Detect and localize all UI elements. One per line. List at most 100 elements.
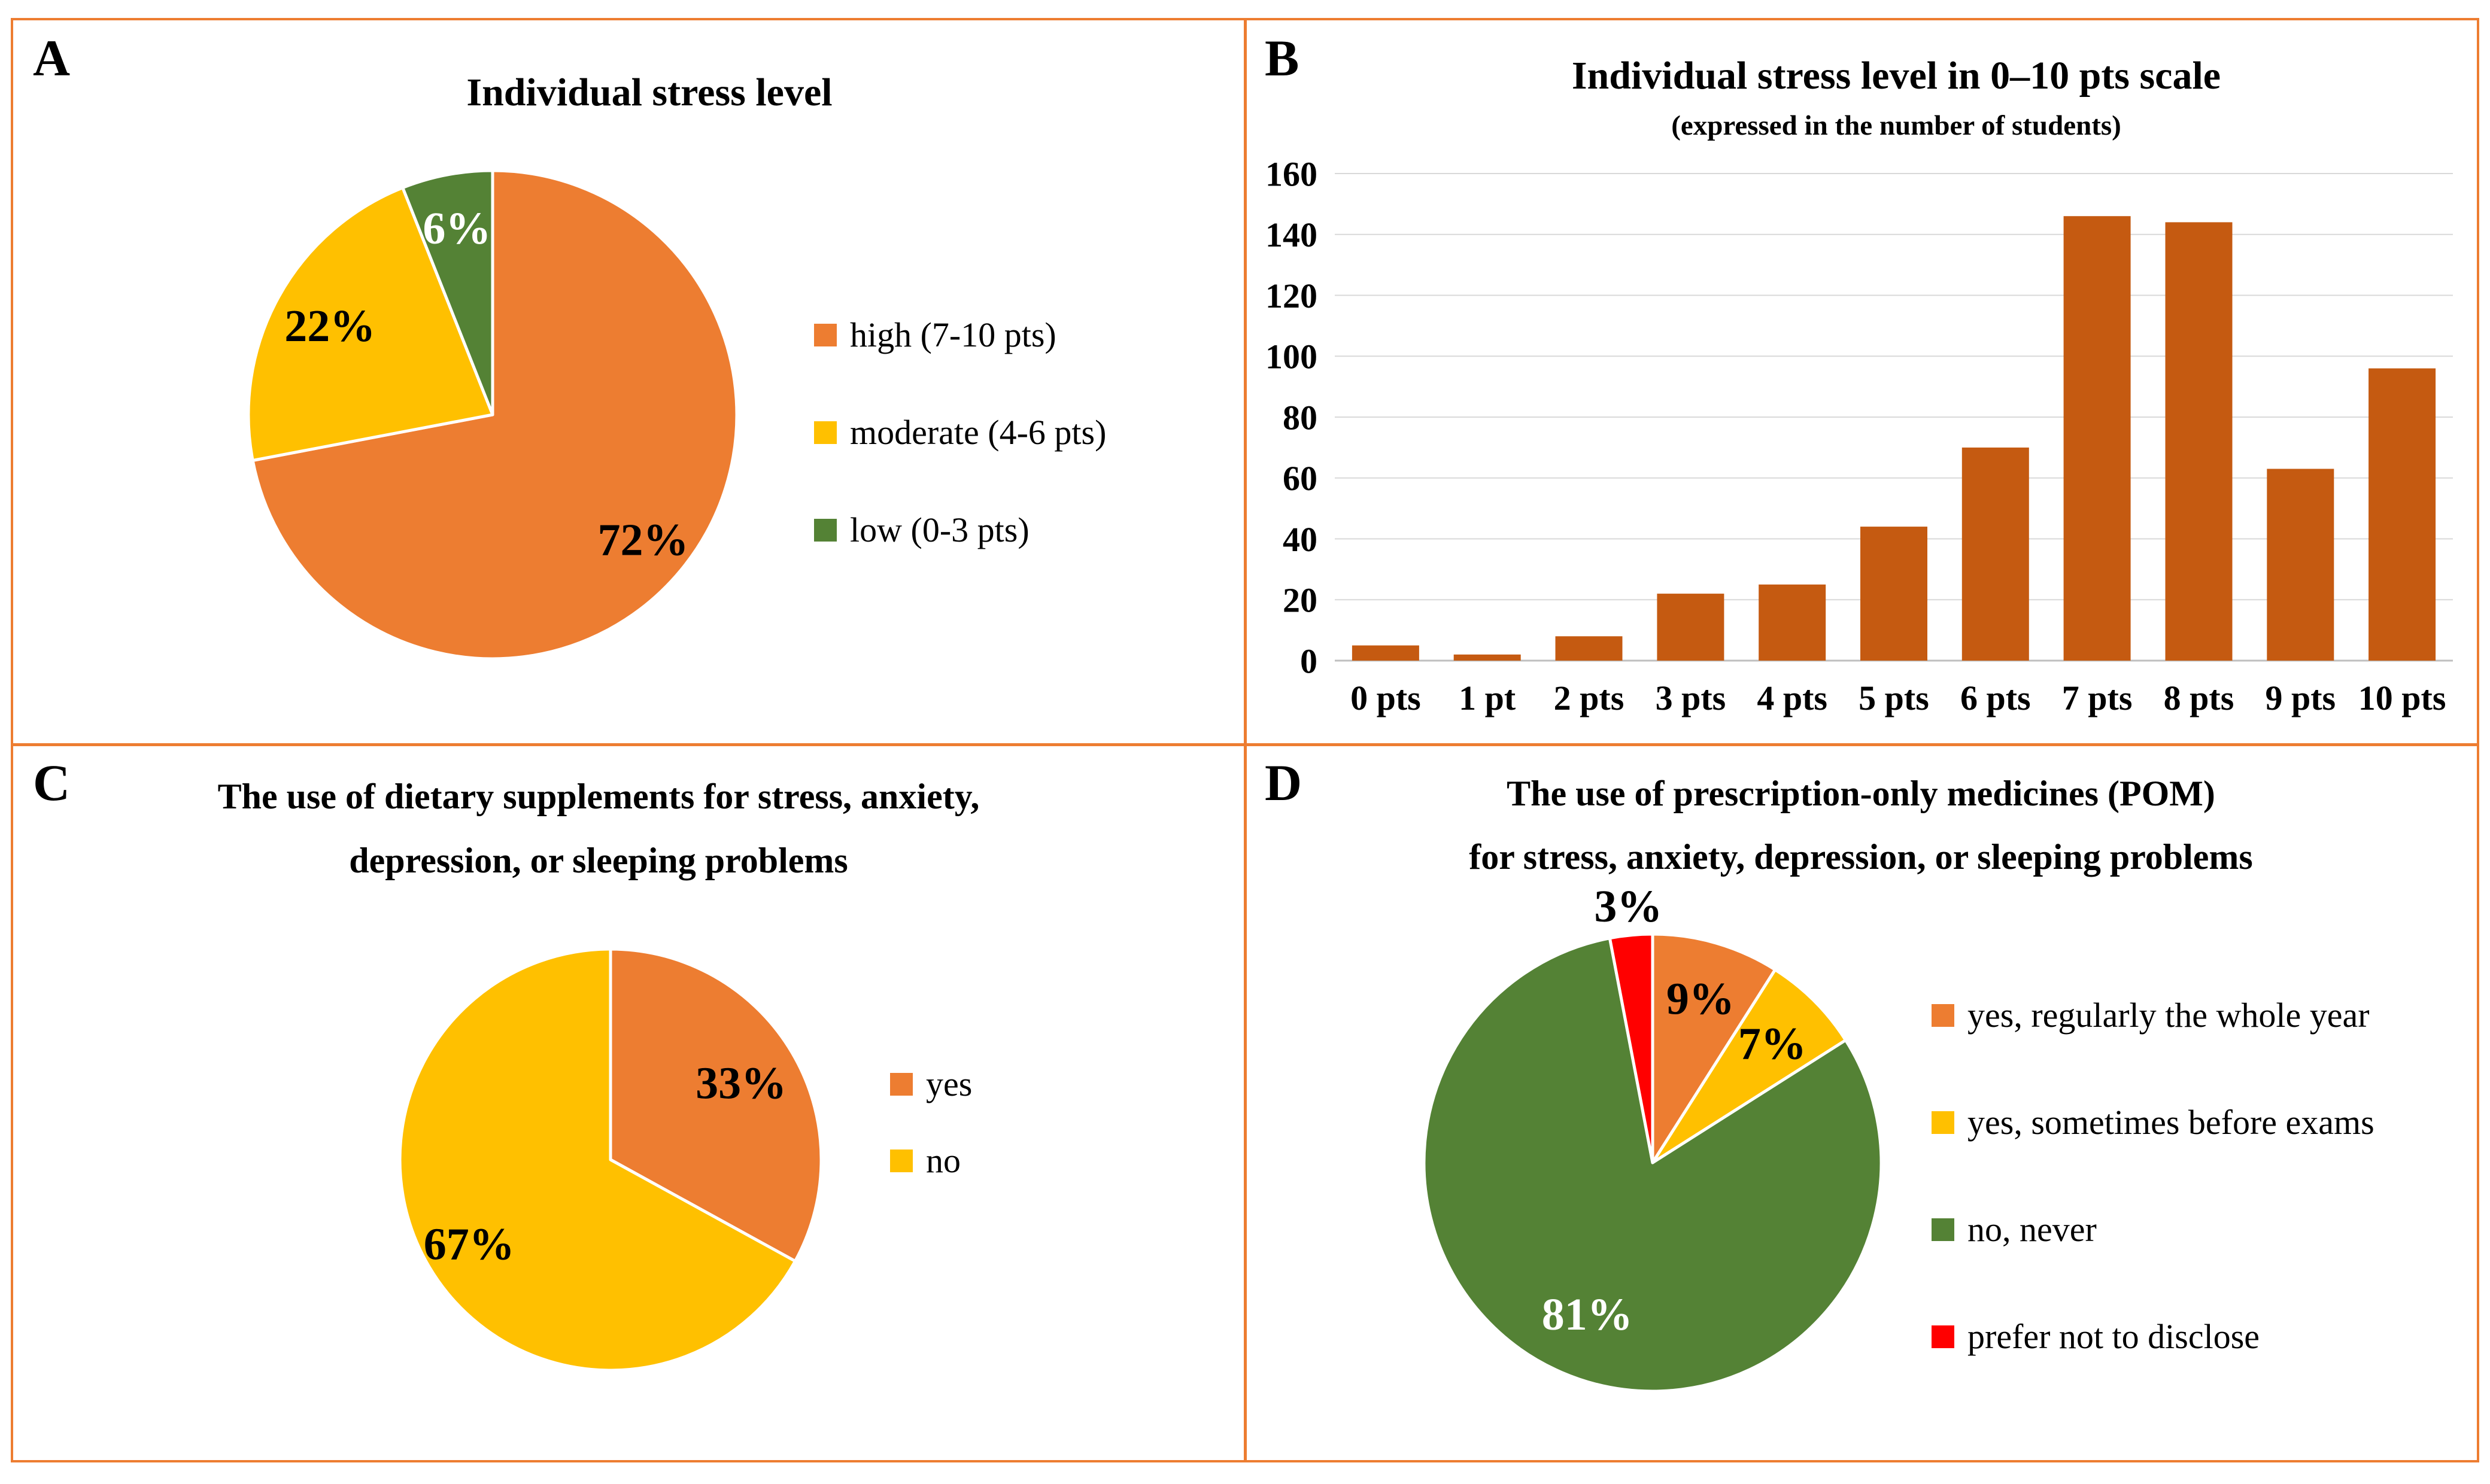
- pie-chart-stress-level: 72% 22% 6%: [247, 169, 739, 661]
- pie-slice-label: 3%: [1594, 881, 1662, 932]
- pie-slice: [251, 169, 739, 661]
- bar: [1657, 594, 1724, 661]
- panel-a-letter: A: [33, 29, 71, 87]
- legend-label: moderate (4-6 pts): [850, 413, 1107, 452]
- panel-c-title-line1: The use of dietary supplements for stres…: [217, 777, 980, 816]
- pie-slice: [1608, 932, 1654, 1164]
- legend-item: yes, regularly the whole year: [1932, 992, 2374, 1039]
- y-tick-label: 0: [1300, 641, 1317, 680]
- bar: [2368, 368, 2436, 661]
- pie-slice-label: 6%: [423, 203, 491, 254]
- pie-slice: [609, 947, 823, 1263]
- x-category-label: 3 pts: [1656, 679, 1726, 717]
- panel-a-title: Individual stress level: [466, 71, 833, 114]
- legend-item: yes: [890, 1060, 972, 1108]
- legend-item: prefer not to disclose: [1932, 1313, 2374, 1361]
- legend-marker: [814, 421, 837, 444]
- y-tick-label: 60: [1283, 459, 1317, 498]
- bar: [2063, 216, 2131, 661]
- pie-slice: [247, 186, 494, 462]
- legend-marker: [814, 519, 837, 542]
- panel-b-subtitle: (expressed in the number of students): [1671, 110, 2121, 141]
- y-tick-label: 80: [1283, 398, 1317, 437]
- pie-slice-label: 7%: [1738, 1019, 1806, 1069]
- y-tick-label: 120: [1265, 276, 1317, 315]
- legend-label: prefer not to disclose: [1967, 1317, 2260, 1356]
- legend-dietary-supplements: yes no: [890, 1060, 972, 1185]
- x-category-label: 2 pts: [1554, 679, 1624, 717]
- legend-item: low (0-3 pts): [814, 506, 1106, 554]
- panel-b-letter: B: [1265, 29, 1299, 87]
- panel-b-title: Individual stress level in 0–10 pts scal…: [1571, 54, 2221, 98]
- y-tick-label: 140: [1265, 215, 1317, 254]
- y-tick-label: 100: [1265, 337, 1317, 376]
- x-category-label: 7 pts: [2062, 679, 2133, 717]
- legend-marker: [890, 1150, 913, 1172]
- pie-slice: [401, 169, 494, 416]
- x-category-label: 1 pt: [1459, 679, 1516, 717]
- pie-slice-label: 22%: [284, 301, 375, 351]
- pie-slice: [1651, 968, 1847, 1164]
- legend-item: no, never: [1932, 1206, 2374, 1254]
- panel-c: C The use of dietary supplements for str…: [15, 746, 1245, 1462]
- bar: [2267, 469, 2334, 661]
- panel-c-title-line2: depression, or sleeping problems: [349, 841, 848, 880]
- bar: [1759, 584, 1826, 661]
- bar: [1352, 645, 1419, 661]
- bar: [1860, 527, 1927, 661]
- x-category-label: 0 pts: [1350, 679, 1421, 717]
- legend-label: low (0-3 pts): [850, 510, 1030, 549]
- bar: [1453, 654, 1521, 661]
- legend-label: no: [926, 1141, 961, 1180]
- legend-marker: [814, 324, 837, 346]
- y-tick-label: 20: [1283, 581, 1317, 620]
- y-tick-label: 160: [1265, 154, 1317, 193]
- panel-d: D The use of prescription-only medicines…: [1247, 746, 2475, 1462]
- panel-d-title-line1: The use of prescription-only medicines (…: [1507, 774, 2215, 813]
- x-category-label: 5 pts: [1859, 679, 1929, 717]
- legend-label: yes, sometimes before exams: [1967, 1103, 2374, 1142]
- legend-marker: [1932, 1218, 1954, 1241]
- panel-divider-vertical: [1244, 18, 1247, 1462]
- panel-divider-horizontal: [11, 743, 2479, 746]
- x-category-label: 8 pts: [2164, 679, 2234, 717]
- bar: [2165, 222, 2233, 661]
- x-category-label: 9 pts: [2265, 679, 2336, 717]
- pie-chart-dietary-supplements: 33% 67%: [398, 947, 823, 1372]
- legend-label: high (7-10 pts): [850, 315, 1056, 354]
- y-tick-label: 40: [1283, 520, 1317, 559]
- pie-slice: [1651, 932, 1777, 1164]
- legend-marker: [1932, 1004, 1954, 1027]
- legend-pom: yes, regularly the whole year yes, someti…: [1932, 992, 2374, 1361]
- bar: [1555, 636, 1623, 661]
- panel-d-letter: D: [1265, 754, 1302, 811]
- pie-chart-pom: 9%7% 81% 3%: [1422, 881, 1883, 1393]
- pie-slice-label: 67%: [424, 1219, 515, 1269]
- pie-slice: [1422, 936, 1883, 1393]
- bar-chart-stress-distribution: 0 20 40 60 80 100 120 140 160 0 pts 1 pt 2 pts 3 pts…: [1265, 154, 2453, 717]
- bar: [1961, 447, 2029, 661]
- legend-label: yes: [926, 1065, 973, 1103]
- panel-a: A Individual stress level 72% 22% 6% high …: [15, 22, 1245, 743]
- panel-c-letter: C: [33, 754, 71, 811]
- x-category-label: 10 pts: [2358, 679, 2446, 717]
- x-category-label: 6 pts: [1960, 679, 2031, 717]
- legend-item: moderate (4-6 pts): [814, 409, 1106, 457]
- pie-slice-label: 33%: [696, 1059, 787, 1109]
- legend-item: no: [890, 1137, 972, 1185]
- legend-label: no, never: [1967, 1210, 2097, 1249]
- pie-slice-label: 72%: [598, 515, 689, 565]
- legend-item: yes, sometimes before exams: [1932, 1099, 2374, 1147]
- legend-marker: [1932, 1325, 1954, 1348]
- legend-stress-level: high (7-10 pts) moderate (4-6 pts) low (0-…: [814, 311, 1106, 554]
- legend-label: yes, regularly the whole year: [1967, 996, 2370, 1035]
- x-category-label: 4 pts: [1757, 679, 1827, 717]
- pie-slice: [398, 947, 797, 1372]
- panel-d-title-line2: for stress, anxiety, depression, or slee…: [1469, 837, 2253, 877]
- legend-marker: [890, 1073, 913, 1096]
- panel-b: B Individual stress level in 0–10 pts sc…: [1247, 22, 2475, 743]
- legend-item: high (7-10 pts): [814, 311, 1106, 359]
- pie-slice-label: 81%: [1542, 1290, 1633, 1340]
- pie-slice-label: 9%: [1666, 974, 1735, 1024]
- legend-marker: [1932, 1111, 1954, 1134]
